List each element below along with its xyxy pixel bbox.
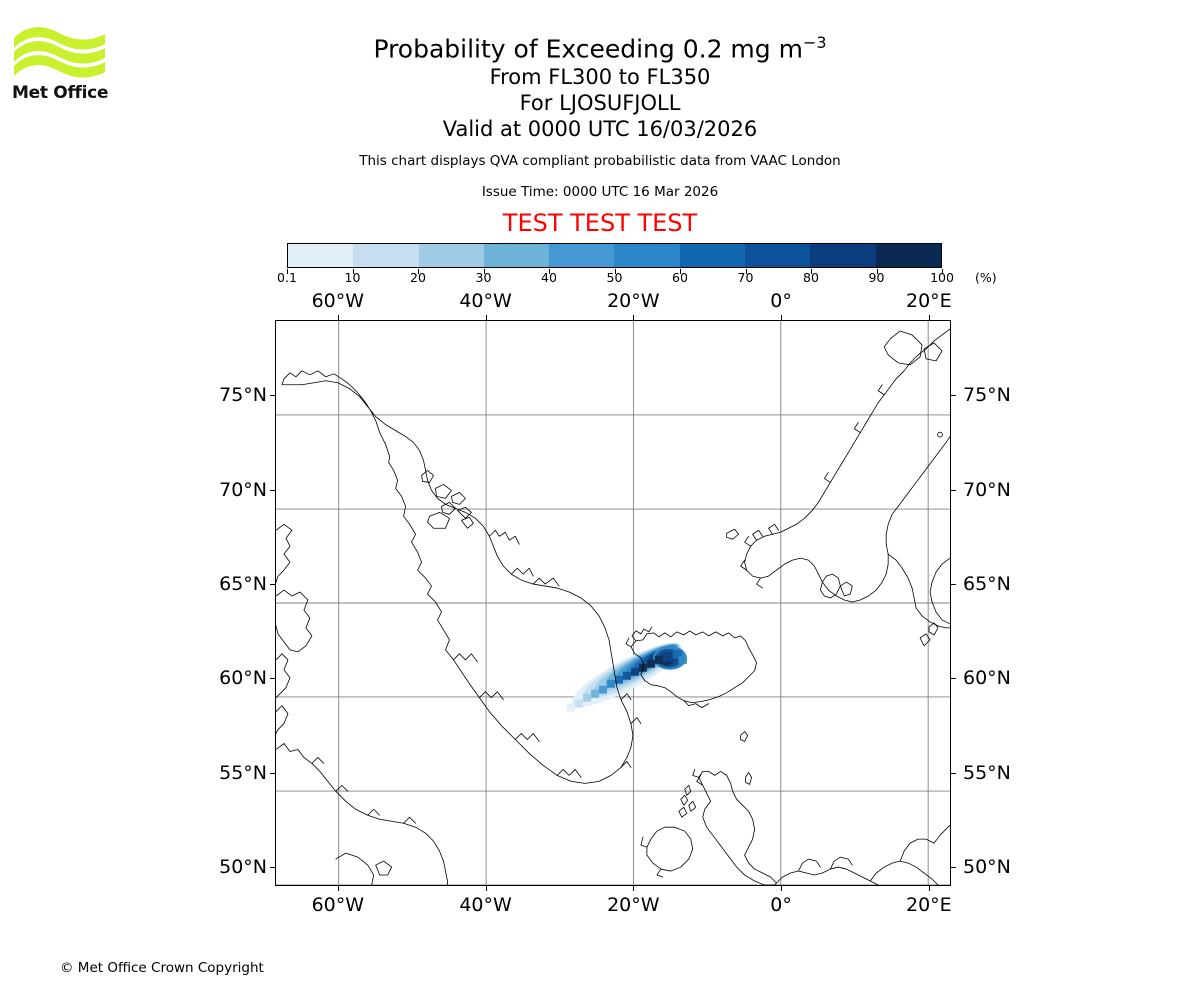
lat-label-left-50°N: 50°N — [219, 856, 267, 879]
qva-note: This chart displays QVA compliant probab… — [359, 153, 841, 170]
colorbar-unit-label: (%) — [975, 270, 997, 285]
colorbar-segment-1 — [353, 244, 419, 267]
colorbar-tick-70 — [745, 269, 747, 274]
issue-time: Issue Time: 0000 UTC 16 Mar 2026 — [481, 184, 719, 201]
colorbar-tick-label-0.1: 0.1 — [277, 270, 297, 285]
map-frame-tick-lon — [928, 886, 930, 891]
colorbar-segment-4 — [549, 244, 615, 267]
lat-label-right-60°N: 60°N — [963, 667, 1011, 690]
met-office-logo: Met Office — [12, 26, 112, 112]
map-frame-tick-lon — [337, 315, 339, 320]
map-frame-tick-lon — [928, 315, 930, 320]
colorbar-tick-50 — [614, 269, 616, 274]
map-frame-tick-lon — [633, 886, 635, 891]
lon-label-bottom-0°: 0° — [770, 894, 792, 916]
map-frame-tick-lat — [951, 678, 956, 680]
lat-label-right-55°N: 55°N — [963, 761, 1011, 784]
map-frame-tick-lon — [485, 315, 487, 320]
map-canvas — [276, 321, 950, 885]
colorbar-tick-label-60: 60 — [672, 270, 688, 285]
lon-label-bottom-20°E: 20°E — [905, 894, 952, 916]
page-title: Probability of Exceeding 0.2 mg m−3 — [0, 28, 1200, 64]
colorbar-tick-40 — [549, 269, 550, 274]
colorbar-tick-label-80: 80 — [803, 270, 819, 285]
colorbar-tick-label-30: 30 — [475, 270, 492, 285]
colorbar-tick-label-50: 50 — [606, 270, 623, 285]
map-frame-tick-lat — [951, 489, 956, 491]
page-title-text: Probability of Exceeding 0.2 mg m — [373, 34, 803, 64]
colorbar-segment-3 — [483, 244, 550, 267]
met-office-wave-icon — [14, 27, 105, 78]
lon-label-top-20°E: 20°E — [905, 290, 952, 312]
map-frame-tick-lat — [951, 584, 956, 586]
lat-label-left-55°N: 55°N — [219, 761, 267, 784]
colorbar-tick-60 — [680, 269, 681, 274]
colorbar-tick-label-40: 40 — [541, 270, 557, 285]
probability-colorbar — [287, 243, 942, 268]
colorbar-tick-20 — [418, 269, 419, 274]
lat-label-left-60°N: 60°N — [219, 667, 267, 690]
colorbar-tick-30 — [483, 269, 485, 274]
lon-label-top-40°W: 40°W — [459, 290, 512, 312]
colorbar-tick-90 — [876, 269, 878, 274]
map-frame-tick-lat — [270, 489, 275, 491]
subtitle-valid-time: Valid at 0000 UTC 16/03/2026 — [442, 117, 758, 142]
lat-label-right-65°N: 65°N — [963, 573, 1011, 596]
map-frame-tick-lat — [270, 678, 275, 680]
lon-label-top-0°: 0° — [770, 290, 792, 312]
subtitle-flight-levels: From FL300 to FL350 — [489, 65, 711, 90]
lat-label-left-75°N: 75°N — [219, 384, 267, 407]
map-frame-tick-lat — [270, 395, 275, 397]
test-banner: TEST TEST TEST — [502, 209, 698, 238]
colorbar-segment-8 — [810, 244, 876, 267]
lon-label-top-20°W: 20°W — [607, 290, 660, 312]
map-frame-tick-lat — [270, 584, 275, 586]
map-frame-tick-lon — [633, 315, 635, 320]
colorbar-tick-10 — [352, 269, 354, 274]
lon-label-bottom-60°W: 60°W — [311, 894, 365, 916]
ash-concentration-map[interactable] — [275, 320, 951, 886]
page-title-exponent: −3 — [802, 33, 827, 52]
coastlines — [276, 328, 950, 885]
colorbar-segment-5 — [614, 244, 680, 267]
colorbar-segment-9 — [875, 244, 941, 267]
colorbar-tick-80 — [811, 269, 812, 274]
map-frame-tick-lat — [270, 772, 275, 774]
colorbar-tick-labels: 0.1 10 20 30 40 50 60 70 80 90 100 — [0, 270, 1200, 286]
lon-label-top-60°W: 60°W — [311, 290, 365, 312]
ash-probability-plume — [567, 642, 687, 712]
colorbar-tick-100 — [942, 269, 943, 274]
map-frame-tick-lon — [485, 886, 487, 891]
graticule — [276, 321, 950, 885]
colorbar-segment-0 — [288, 244, 354, 267]
map-frame-tick-lon — [781, 886, 783, 891]
map-frame-tick-lat — [951, 867, 956, 869]
map-frame-tick-lon — [781, 315, 783, 320]
colorbar-tick-label-10: 10 — [344, 270, 361, 285]
chart-title-block: Probability of Exceeding 0.2 mg m−3 From… — [0, 0, 1200, 237]
colorbar-segment-2 — [418, 244, 484, 267]
map-frame-tick-lat — [951, 772, 956, 774]
colorbar-segment-6 — [679, 244, 746, 267]
colorbar-tick-label-100: 100 — [930, 270, 954, 285]
lon-label-bottom-20°W: 20°W — [607, 894, 660, 916]
subtitle-volcano: For LJOSUFJOLL — [519, 91, 681, 116]
map-frame-tick-lat — [951, 395, 956, 397]
colorbar-segment-7 — [745, 244, 811, 267]
map-frame-tick-lon — [337, 886, 339, 891]
lat-label-right-75°N: 75°N — [963, 384, 1011, 407]
colorbar-tick-0.1 — [287, 269, 288, 274]
met-office-wordmark: Met Office — [12, 83, 109, 103]
lat-label-right-70°N: 70°N — [963, 478, 1011, 501]
lat-label-left-65°N: 65°N — [219, 573, 267, 596]
colorbar-tick-label-70: 70 — [737, 270, 754, 285]
map-frame-tick-lat — [270, 867, 275, 869]
lon-label-bottom-40°W: 40°W — [459, 894, 512, 916]
colorbar-tickmarks — [287, 269, 943, 283]
colorbar-tick-label-20: 20 — [410, 270, 426, 285]
colorbar-tick-label-90: 90 — [868, 270, 885, 285]
lat-label-left-70°N: 70°N — [219, 478, 267, 501]
copyright-notice: © Met Office Crown Copyright — [60, 960, 264, 976]
lat-label-right-50°N: 50°N — [963, 856, 1011, 879]
